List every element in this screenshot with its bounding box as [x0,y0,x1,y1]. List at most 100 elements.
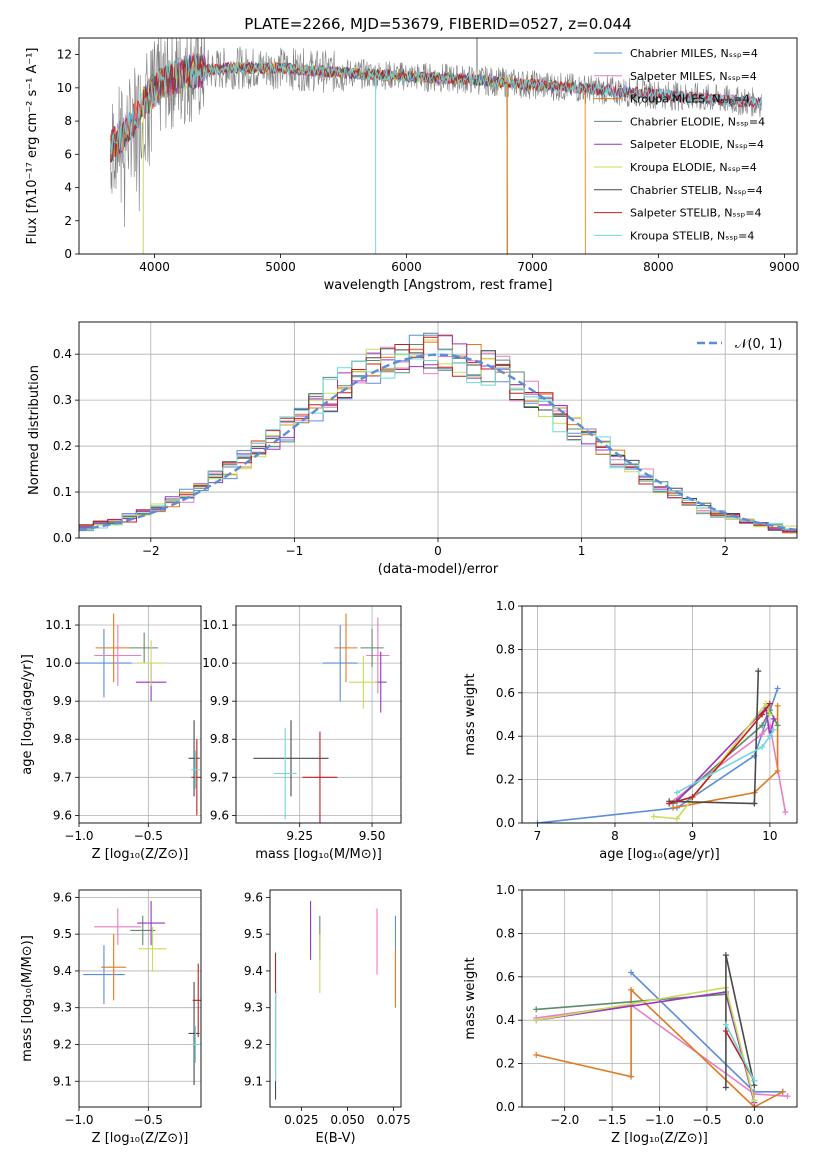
y-tick-label: 10.0 [45,656,72,670]
weight-point-marker [689,793,696,800]
x-tick-label: 0.025 [284,1113,318,1127]
legend-entry: Kroupa STELIB, Nₛₛₚ=4 [630,229,754,242]
x-axis-label: mass [log₁₀(M/M⊙)] [255,847,382,862]
axes-frame [78,605,202,824]
panel-age-vs-mass: 9.25 9.50 9.6 9.7 9.8 9.9 10.0 10.1 mass [log₁₀(… [202,605,402,862]
y-tick-label: 0.8 [496,926,515,940]
plot-area [110,38,762,254]
y-axis-label: mass weight [463,673,478,755]
normal-distribution-curve [79,353,797,532]
y-tick-label: 9.1 [53,1074,72,1088]
y-tick-label: 0.0 [496,816,515,830]
x-tick-label: 10 [762,829,777,843]
weight-point-marker [774,767,781,774]
figure-title: PLATE=2266, MJD=53679, FIBERID=0527, z=0… [244,15,631,33]
weight-line-chabrier-elodie [536,993,756,1101]
axes-frame [521,889,798,1108]
observed-spectrum-line [110,38,762,228]
x-axis-label: (data-model)/error [378,562,499,577]
plot-area [79,890,201,1107]
y-tick-label: 0.3 [53,393,72,407]
y-axis-label: mass weight [463,957,478,1039]
weight-point-marker [759,722,766,729]
x-tick-label: 9.50 [359,829,386,843]
y-tick-label: 0.2 [53,439,72,453]
y-tick-label: 10.0 [202,656,229,670]
y-tick-label: 0 [64,247,72,261]
x-tick-label: 9000 [769,260,800,274]
weight-point-marker [774,722,781,729]
y-tick-label: 9.2 [244,1037,263,1051]
y-tick-label: 9.7 [210,770,229,784]
weight-line-chabrier-miles [537,688,779,823]
x-axis-label: age [log₁₀(age/yr)] [599,847,720,862]
x-tick-label: −1 [286,544,304,558]
x-tick-label: 0.075 [376,1113,410,1127]
weight-point-marker [751,1097,758,1104]
weight-point-marker [722,952,729,959]
weight-point-marker [755,668,762,675]
spectrum-legend: Chabrier MILES, Nₛₛₚ=4 Salpeter MILES, Nₛ… [594,47,765,242]
weight-point-marker [766,700,773,707]
y-tick-label: 9.3 [53,1001,72,1015]
y-axis-label: mass [log₁₀(M/M⊙)] [20,935,35,1062]
weight-point-marker [766,733,773,740]
legend-entry: Chabrier MILES, Nₛₛₚ=4 [630,47,758,60]
weight-point-marker [722,1084,729,1091]
weight-point-marker [759,731,766,738]
y-tick-label: 9.7 [53,770,72,784]
y-tick-label: 9.2 [53,1037,72,1051]
legend-entry: Kroupa MILES, Nₛₛₚ=4 [630,93,750,106]
weight-point-marker [751,800,758,807]
y-tick-label: 0.6 [496,686,515,700]
x-tick-label: 7000 [517,260,548,274]
weight-point-marker [673,815,680,822]
panel-weight-vs-age: 7 8 9 10 0.0 0.2 0.4 0.6 0.8 1.0 age [log₁₀(age/yr… [463,599,798,862]
weight-point-marker [770,715,777,722]
x-tick-label: 8000 [643,260,674,274]
y-tick-label: 1.0 [496,599,515,613]
axes-frame [78,37,798,255]
axes-frame [269,889,402,1108]
x-tick-label: 0 [434,544,442,558]
panel-mass-vs-Z: −1.0 −0.5 9.1 9.2 9.3 9.4 9.5 9.6 Z [log₁₀(Z/Z⊙)… [20,889,202,1146]
weight-point-marker [722,1028,729,1035]
x-axis-label: Z [log₁₀(Z/Z⊙)] [92,1131,189,1146]
weight-point-marker [722,1021,729,1028]
x-tick-label: 9 [689,829,697,843]
weight-line-kroupa-elodie [653,701,771,820]
x-tick-label: −0.5 [134,1113,163,1127]
x-tick-label: −2 [142,544,160,558]
y-tick-label: 9.4 [244,964,263,978]
legend-entry: Salpeter MILES, Nₛₛₚ=4 [630,70,757,83]
y-tick-label: 9.5 [244,927,263,941]
x-tick-label: 1 [578,544,586,558]
y-tick-label: 0.6 [496,970,515,984]
x-axis-label: Z [log₁₀(Z/Z⊙)] [92,847,189,862]
weight-line-kroupa-stelib [676,729,775,794]
weight-point-marker [533,1017,540,1024]
weight-point-marker [533,1006,540,1013]
y-tick-label: 6 [64,147,72,161]
weight-point-marker [628,969,635,976]
axes-frame [521,605,798,824]
weight-line-chabrier-stelib [669,671,760,805]
x-tick-label: −0.5 [134,829,163,843]
plot-area [79,606,201,823]
y-tick-label: 0.1 [53,485,72,499]
weight-point-marker [650,813,657,820]
weight-line-kroupa-miles [672,705,779,809]
y-tick-label: 9.3 [244,1001,263,1015]
model-spectrum-salpeter-stelib [110,57,762,163]
weight-point-marker [628,986,635,993]
y-tick-label: 12 [57,48,72,62]
panel-weight-vs-Z: −2.0 −1.5 −1.0 −0.5 0.0 0.0 0.2 0.4 0.6 0.8 1.0 Z [… [463,883,798,1146]
x-tick-label: 4000 [139,260,170,274]
y-tick-label: 1.0 [496,883,515,897]
y-tick-label: 8 [64,114,72,128]
x-tick-label: −1.0 [645,1113,674,1127]
y-tick-label: 9.9 [210,694,229,708]
plot-area [236,606,401,823]
y-tick-label: 10.1 [202,618,229,632]
plot-area [274,901,397,1100]
